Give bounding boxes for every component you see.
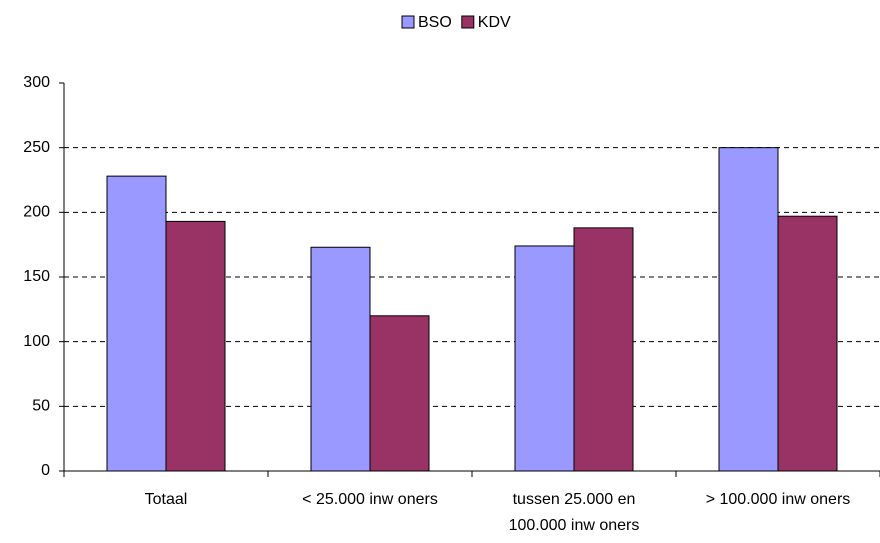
- x-tick-label: < 25.000 inw oners: [302, 491, 438, 508]
- y-tick-label: 300: [23, 74, 50, 91]
- bar: [514, 245, 575, 472]
- bar: [310, 246, 371, 472]
- x-tick-label: Totaal: [145, 491, 188, 508]
- bar: [165, 220, 226, 472]
- bar: [718, 147, 779, 472]
- bar: [106, 175, 167, 472]
- y-tick-label: 150: [23, 268, 50, 285]
- bar: [369, 315, 430, 472]
- x-tick-label: > 100.000 inw oners: [706, 491, 851, 508]
- y-tick-label: 100: [23, 333, 50, 350]
- bar: [777, 215, 838, 472]
- x-tick-label: tussen 25.000 en 100.000 inw oners: [509, 491, 640, 534]
- legend-swatch: [461, 15, 475, 29]
- y-tick-label: 200: [23, 204, 50, 221]
- legend-swatch: [401, 15, 415, 29]
- legend-label: BSO: [418, 14, 452, 31]
- y-tick-label: 50: [32, 398, 50, 415]
- y-tick-label: 250: [23, 139, 50, 156]
- y-tick-label: 0: [41, 462, 50, 479]
- legend-label: KDV: [478, 14, 511, 31]
- bar: [573, 227, 634, 472]
